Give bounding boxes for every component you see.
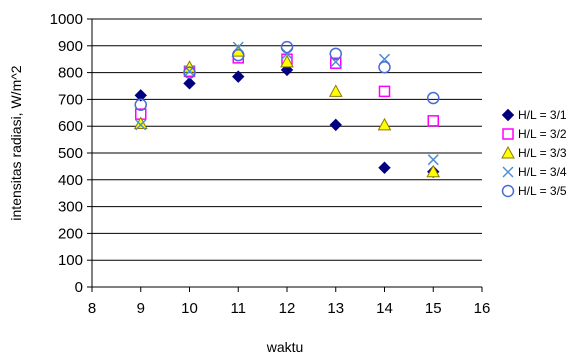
data-point — [329, 118, 342, 132]
data-point — [378, 161, 391, 174]
data-point — [183, 66, 196, 79]
y-axis-label: intensitas radiasi, W/m^2 — [8, 65, 24, 220]
legend-label: H/L = 3/1 — [518, 108, 567, 122]
data-point — [232, 48, 245, 62]
legend-marker — [501, 108, 515, 122]
data-point — [183, 77, 196, 90]
gridlines — [92, 18, 482, 261]
x-tick-label: 12 — [279, 300, 296, 317]
data-point — [134, 89, 147, 102]
legend-marker — [502, 128, 514, 140]
data-point — [330, 57, 342, 69]
legend-marker — [502, 166, 514, 178]
data-point — [280, 54, 294, 68]
legend-label: H/L = 3/4 — [518, 165, 567, 179]
y-tick-label: 900 — [58, 38, 83, 55]
data-point — [232, 70, 245, 83]
data-point — [427, 154, 439, 166]
data-points — [133, 40, 441, 178]
data-point — [281, 48, 293, 60]
x-tick-label: 10 — [181, 300, 198, 317]
y-tick-label: 800 — [58, 65, 83, 82]
data-point — [377, 117, 392, 131]
x-axis-label: waktu — [266, 339, 304, 355]
x-tick-label: 16 — [474, 300, 491, 317]
y-tick-label: 300 — [58, 199, 83, 216]
y-tick-label: 600 — [58, 118, 83, 135]
y-tick-label: 500 — [58, 145, 83, 162]
data-point — [280, 40, 294, 54]
y-tick-label: 700 — [58, 91, 83, 108]
y-tick-label: 400 — [58, 172, 83, 189]
data-point — [133, 116, 148, 130]
data-point — [427, 115, 439, 127]
data-point — [329, 47, 342, 61]
axes — [87, 18, 483, 292]
data-point — [427, 91, 440, 105]
x-tick-label: 9 — [137, 300, 145, 317]
tick-labels: 0 100 200 300 400 500 600 700 800 900 1000 8 9 10 11 12… — [50, 11, 491, 317]
legend-marker — [501, 184, 515, 198]
legend-label: H/L = 3/3 — [518, 146, 567, 160]
x-tick-label: 13 — [327, 300, 344, 317]
y-tick-label: 100 — [58, 252, 83, 269]
y-tick-label: 0 — [75, 279, 83, 296]
data-point — [135, 119, 147, 131]
legend: H/L = 3/1 H/L = 3/2 H/L = 3/3 H/L = 3/4 H/L … — [501, 108, 567, 198]
x-tick-label: 15 — [425, 300, 442, 317]
data-point — [134, 98, 147, 112]
y-tick-label: 1000 — [50, 11, 83, 28]
legend-marker — [501, 145, 515, 159]
data-point — [426, 164, 441, 178]
data-point — [328, 84, 343, 97]
data-point — [378, 85, 391, 98]
x-tick-label: 11 — [230, 300, 246, 317]
legend-label: H/L = 3/5 — [518, 184, 567, 198]
x-tick-label: 14 — [376, 300, 393, 317]
x-tick-label: 8 — [88, 300, 96, 317]
y-tick-label: 200 — [58, 225, 83, 242]
legend-label: H/L = 3/2 — [518, 127, 567, 141]
data-point — [378, 60, 391, 74]
